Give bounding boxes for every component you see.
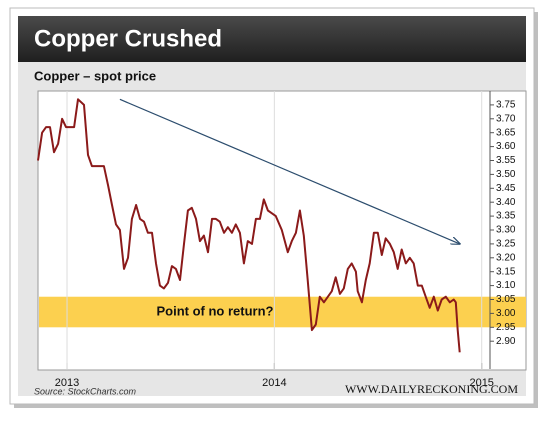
y-tick-label: 3.65 (496, 127, 516, 138)
y-tick-label: 3.40 (496, 197, 516, 208)
x-tick-label: 2015 (469, 377, 493, 389)
credit: WWW.DAILYRECKONING.COM (345, 382, 518, 396)
band-label: Point of no return? (157, 303, 274, 318)
y-tick-label: 3.55 (496, 155, 516, 166)
y-tick-label: 2.90 (496, 336, 516, 347)
y-tick-label: 3.35 (496, 211, 516, 222)
x-tick-label: 2014 (262, 377, 286, 389)
y-tick-label: 3.05 (496, 294, 516, 305)
y-tick-label: 3.70 (496, 113, 516, 124)
header-bar (18, 16, 526, 62)
series-line (37, 98, 461, 353)
y-tick-label: 3.60 (496, 141, 516, 152)
y-tick-label: 3.25 (496, 239, 516, 250)
band (39, 296, 526, 328)
y-tick-label: 3.20 (496, 252, 516, 263)
y-tick-label: 3.50 (496, 169, 516, 180)
y-tick-label: 3.00 (496, 308, 516, 319)
source: Source: StockCharts.com (34, 386, 137, 396)
trend-arrow (119, 98, 460, 244)
y-tick-label: 3.75 (496, 100, 516, 111)
y-tick-label: 3.45 (496, 183, 516, 194)
x-tick-label: 2013 (55, 377, 79, 389)
y-tick-label: 3.10 (496, 280, 516, 291)
y-tick-label: 3.15 (496, 266, 516, 277)
plot: Point of no return? 2.90 2.95 3.00 3.05 3.10 3… (37, 91, 526, 389)
y-tick-label: 3.30 (496, 225, 516, 236)
chart-title: Copper Crushed (34, 25, 222, 52)
y-tick-label: 2.95 (496, 322, 516, 333)
chart-subtitle: Copper – spot price (34, 68, 156, 83)
